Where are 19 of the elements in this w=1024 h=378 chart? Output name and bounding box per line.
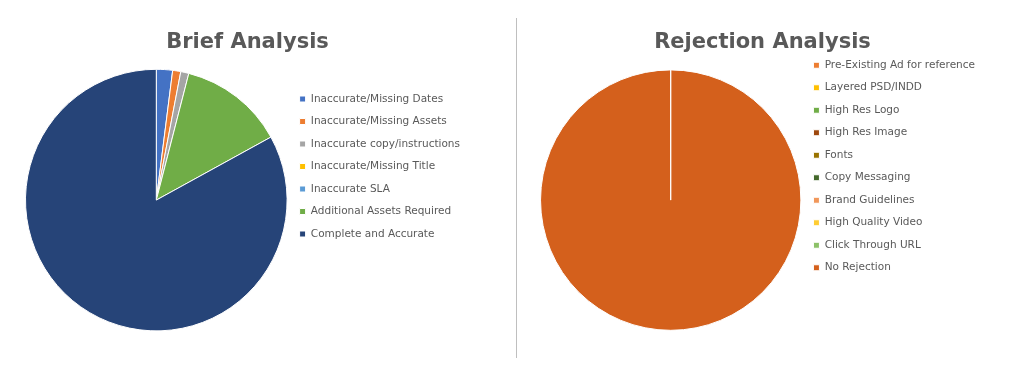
legend-label: Additional Assets Required (310, 204, 452, 217)
legend-label: Complete and Accurate (310, 226, 435, 239)
legend-label: Click Through URL (824, 237, 921, 250)
legend-label: Inaccurate copy/instructions (310, 136, 460, 149)
chart-title: Rejection Analysis (654, 29, 871, 54)
legend-label: High Res Image (824, 125, 908, 138)
legend-label: No Rejection (824, 260, 891, 273)
legend-label: Layered PSD/INDD (824, 80, 922, 93)
legend-label: Inaccurate SLA (310, 181, 391, 194)
legend-label: Fonts (824, 147, 854, 160)
legend-label: Inaccurate/Missing Assets (310, 114, 447, 127)
legend-label: Pre-Existing Ad for reference (824, 57, 976, 70)
legend-label: Inaccurate/Missing Dates (310, 91, 444, 104)
legend-label: High Quality Video (824, 215, 923, 228)
legend-label: Brand Guidelines (824, 192, 915, 205)
legend-label: High Res Logo (824, 102, 900, 115)
legend-label: Inaccurate/Missing Title (310, 159, 436, 172)
chart-title: Brief Analysis (166, 29, 329, 54)
legend-label: Copy Messaging (824, 170, 911, 183)
